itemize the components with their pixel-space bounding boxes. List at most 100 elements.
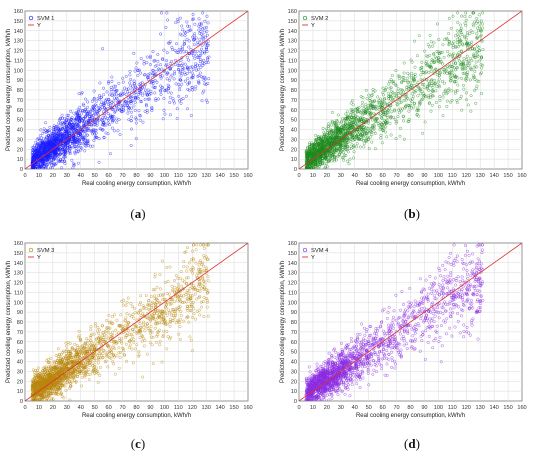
scatter-point: [134, 66, 138, 70]
scatter-point: [128, 343, 132, 347]
scatter-point: [464, 64, 468, 68]
scatter-point: [94, 112, 98, 116]
scatter-point: [113, 96, 117, 100]
x-tick-label: 0: [297, 173, 300, 179]
scatter-point: [59, 160, 63, 164]
scatter-point: [197, 17, 201, 21]
scatter-point: [106, 132, 110, 136]
scatter-point: [111, 119, 115, 123]
scatter-point: [351, 103, 355, 107]
scatter-point: [372, 126, 376, 130]
scatter-point: [419, 92, 423, 96]
scatter-point: [313, 160, 317, 164]
scatter-point: [445, 71, 449, 75]
scatter-point: [89, 117, 93, 121]
scatter-point: [471, 22, 475, 26]
scatter-point: [407, 104, 411, 108]
scatter-point: [89, 340, 93, 344]
scatter-point: [139, 91, 143, 95]
scatter-point: [97, 94, 101, 98]
scatter-point: [172, 101, 176, 105]
scatter-point: [407, 118, 411, 121]
scatter-point: [340, 120, 344, 124]
scatter-point: [46, 147, 50, 151]
scatter-point: [198, 313, 202, 317]
scatter-point: [353, 114, 357, 118]
scatter-point: [47, 159, 51, 163]
scatter-point: [198, 54, 202, 58]
scatter-point: [61, 134, 65, 138]
scatter-point: [200, 305, 204, 309]
scatter-point: [314, 133, 318, 137]
scatter-point: [77, 131, 81, 135]
scatter-point: [201, 275, 205, 279]
scatter-point: [185, 55, 189, 59]
scatter-point: [206, 58, 210, 62]
scatter-point: [315, 159, 319, 163]
scatter-point: [419, 98, 423, 102]
scatter-point: [133, 100, 137, 104]
scatter-point: [442, 81, 446, 85]
scatter-point: [165, 11, 169, 15]
scatter-point: [91, 369, 95, 373]
scatter-point: [200, 75, 204, 79]
scatter-point: [398, 100, 402, 104]
scatter-point: [132, 81, 136, 85]
scatter-point: [71, 128, 75, 132]
scatter-point: [138, 87, 142, 91]
scatter-point: [448, 79, 452, 83]
x-tick-label: 10: [36, 173, 42, 179]
scatter-point: [407, 103, 411, 107]
scatter-point: [38, 151, 42, 155]
scatter-point: [481, 48, 485, 52]
scatter-point: [101, 352, 105, 356]
scatter-point: [82, 119, 86, 123]
scatter-point: [60, 166, 64, 169]
scatter-point: [154, 309, 157, 313]
y-tick-label: 100: [14, 300, 23, 306]
scatter-point: [76, 108, 80, 112]
scatter-point: [119, 350, 123, 354]
x-tick-label: 50: [366, 173, 372, 179]
scatter-point: [419, 78, 423, 82]
scatter-point: [69, 126, 73, 130]
scatter-point: [468, 42, 472, 45]
scatter-point: [87, 368, 91, 372]
scatter-point: [389, 116, 393, 120]
scatter-point: [166, 41, 170, 45]
scatter-point: [165, 265, 169, 269]
scatter-point: [160, 86, 164, 90]
scatter-point: [431, 90, 435, 94]
scatter-point: [175, 107, 179, 111]
scatter-point: [72, 163, 76, 167]
scatter-point: [384, 121, 388, 125]
scatter-point: [90, 132, 94, 136]
scatter-point: [351, 145, 355, 149]
scatter-point: [179, 98, 183, 102]
scatter-point: [189, 65, 193, 69]
scatter-point: [321, 162, 325, 166]
scatter-point: [342, 124, 346, 128]
scatter-point: [480, 66, 484, 70]
scatter-point: [339, 131, 343, 135]
scatter-point: [394, 69, 398, 73]
scatter-point: [133, 97, 137, 101]
scatter-point: [42, 165, 46, 169]
scatter-point: [321, 126, 325, 130]
scatter-point: [200, 36, 204, 40]
scatter-point: [139, 90, 143, 94]
scatter-point: [429, 65, 433, 69]
scatter-point: [336, 113, 340, 117]
scatter-point: [455, 37, 459, 41]
scatter-point: [85, 110, 89, 114]
scatter-point: [399, 100, 403, 104]
x-tick-label: 90: [147, 173, 153, 179]
scatter-point: [134, 137, 138, 140]
y-tick-label: 20: [291, 147, 297, 153]
scatter-point: [126, 99, 130, 103]
scatter-point: [373, 131, 377, 135]
scatter-point: [328, 155, 332, 159]
scatter-point: [157, 97, 160, 101]
scatter-point: [91, 105, 95, 109]
scatter-point: [451, 53, 455, 57]
